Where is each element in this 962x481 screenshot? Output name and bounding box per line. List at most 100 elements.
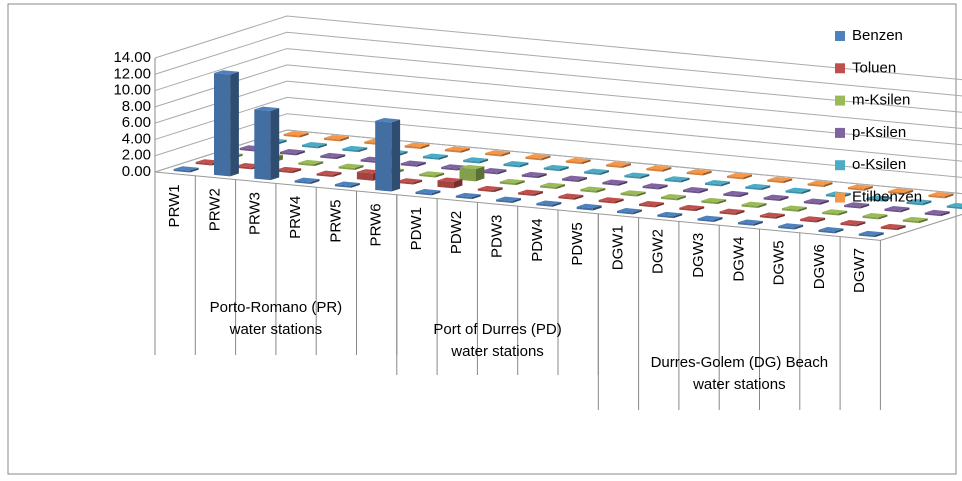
bar-top	[906, 199, 932, 204]
bar-front	[785, 190, 802, 194]
bar-front	[316, 173, 333, 177]
bar-top	[686, 169, 712, 174]
bar-front	[360, 159, 377, 163]
bar	[602, 179, 628, 186]
bar-front	[884, 208, 901, 213]
bar-front	[723, 193, 740, 198]
bar-side	[439, 154, 448, 160]
bar-top	[437, 177, 463, 182]
bar-top	[642, 183, 668, 188]
y-tick-label: 14.00	[113, 49, 151, 66]
bar-side	[501, 151, 511, 157]
bar-front	[239, 148, 256, 152]
legend-label: Benzen	[852, 27, 903, 44]
legend-swatch	[835, 95, 845, 106]
bar-side	[761, 185, 771, 191]
bar-front	[697, 218, 714, 222]
bar-side	[680, 177, 690, 183]
x-tick-label: DGW5	[771, 240, 788, 285]
bar-top	[741, 201, 767, 206]
bar	[800, 216, 826, 223]
bar-front	[598, 200, 615, 204]
bar-side	[515, 180, 525, 186]
bar-side	[944, 193, 954, 199]
bar-side	[783, 178, 793, 184]
bar	[404, 142, 430, 149]
bar	[763, 194, 789, 201]
bar-top	[646, 165, 672, 170]
bar-side	[471, 194, 481, 200]
bar-side	[354, 165, 364, 170]
x-tick-label: PRW1	[166, 184, 183, 227]
bar	[301, 142, 327, 149]
bar-top	[616, 208, 642, 213]
bar	[576, 203, 602, 211]
bar-side	[918, 218, 928, 224]
bar-side	[695, 206, 705, 212]
bar-front	[279, 151, 297, 156]
bar	[624, 172, 650, 179]
bar	[767, 176, 793, 184]
bar-side	[534, 191, 544, 196]
bar-front	[477, 188, 494, 193]
bar-side	[743, 174, 752, 180]
group-label: water stations	[450, 343, 544, 360]
bar-front	[444, 149, 462, 153]
bar-top	[657, 211, 683, 217]
bar-front	[404, 145, 421, 149]
bar-front	[664, 179, 681, 183]
bar-front	[646, 168, 663, 172]
grid-line	[154, 15, 962, 81]
bar-front	[924, 212, 941, 217]
bar	[606, 161, 632, 168]
y-tick-label: 8.00	[122, 98, 151, 115]
bar	[463, 157, 489, 164]
bar	[822, 209, 848, 216]
group-label: Porto-Romano (PR)	[210, 299, 343, 316]
bar-side	[537, 173, 547, 179]
bar-top	[415, 189, 441, 194]
bar	[558, 193, 584, 200]
group-label: Port of Durres (PD)	[433, 321, 561, 338]
bar-top	[847, 184, 873, 189]
bar-top	[173, 166, 199, 171]
bar	[455, 192, 481, 200]
x-tick-label: DGW3	[690, 233, 707, 278]
bar-front	[481, 170, 498, 175]
bar-front	[822, 212, 839, 216]
bar-top	[459, 164, 485, 170]
bar-side	[453, 179, 463, 189]
bar	[682, 187, 708, 194]
bar	[279, 149, 305, 156]
bar-side	[874, 232, 884, 238]
bar-front	[620, 193, 637, 197]
y-tick-label: 10.00	[113, 82, 151, 99]
bar-front	[503, 163, 520, 168]
legend-swatch	[835, 127, 845, 138]
bar-top	[503, 161, 529, 166]
bar-front	[844, 205, 861, 209]
bar-side	[860, 203, 870, 209]
bar-side	[519, 162, 529, 168]
bar-side	[493, 187, 503, 193]
bar-top	[375, 118, 401, 123]
bar	[334, 181, 360, 188]
bar-front	[338, 166, 355, 170]
bar-side	[721, 181, 730, 187]
bar	[679, 204, 705, 212]
bar	[686, 169, 712, 176]
bar-side	[662, 166, 672, 172]
y-tick-label: 12.00	[113, 65, 151, 82]
bar-top	[807, 180, 833, 185]
x-tick-label: PDW5	[569, 222, 586, 265]
bar	[858, 230, 884, 238]
x-tick-label: PRW5	[327, 200, 344, 243]
bar	[496, 196, 522, 203]
bar	[316, 170, 342, 177]
bar	[620, 190, 646, 197]
x-tick-label: DGW7	[851, 248, 868, 293]
bar-front	[767, 179, 784, 184]
bar-front	[499, 181, 516, 186]
x-tick-label: PDW1	[408, 207, 425, 250]
bar-front	[276, 169, 293, 174]
